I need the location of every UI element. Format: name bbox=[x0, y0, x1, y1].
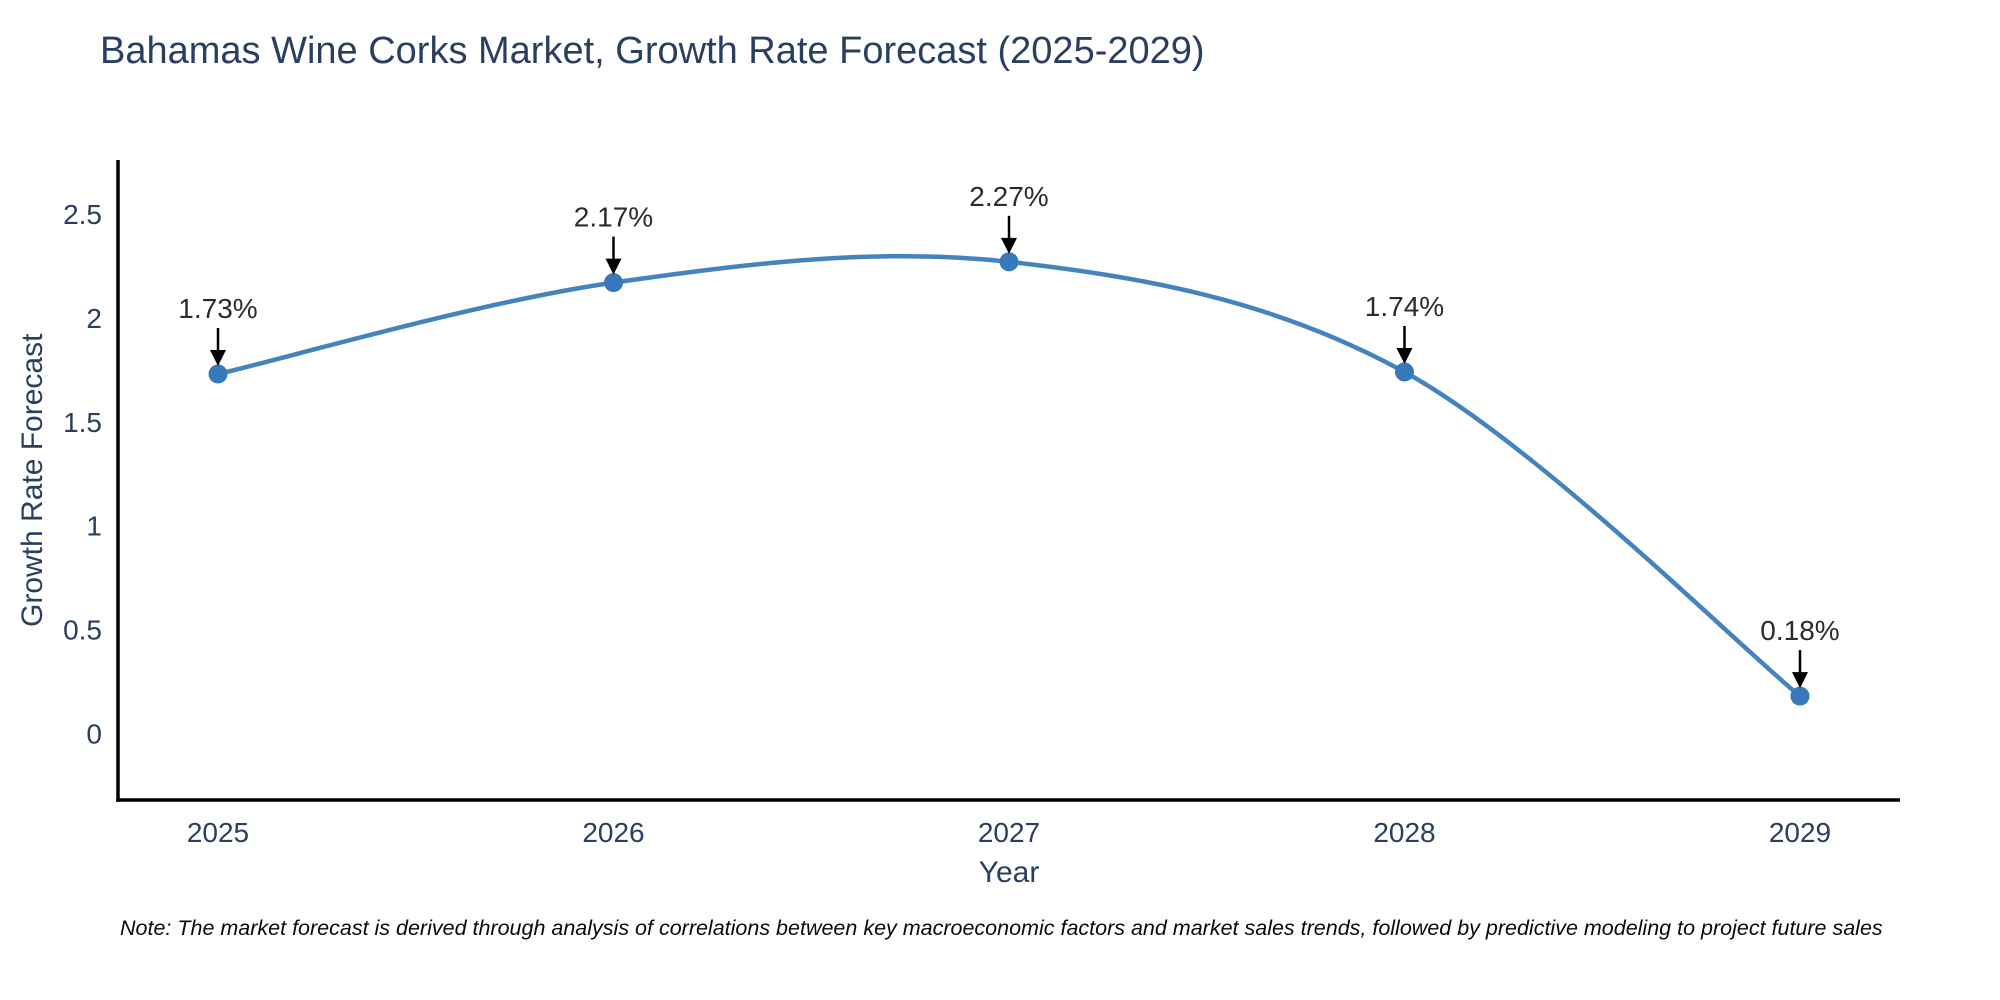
x-tick-label: 2026 bbox=[582, 817, 644, 848]
data-point-label: 2.27% bbox=[969, 181, 1048, 212]
x-tick-label: 2025 bbox=[187, 817, 249, 848]
y-tick-label: 0.5 bbox=[63, 615, 102, 646]
data-point-marker bbox=[999, 252, 1019, 272]
annotation-arrowhead-icon bbox=[1792, 672, 1808, 689]
x-tick-label: 2029 bbox=[1769, 817, 1831, 848]
annotation-arrowhead-icon bbox=[210, 350, 226, 367]
footnote: Note: The market forecast is derived thr… bbox=[120, 916, 1883, 940]
x-axis-title: Year bbox=[978, 856, 1040, 889]
x-tick-label: 2028 bbox=[1373, 817, 1435, 848]
data-point-label: 1.74% bbox=[1365, 291, 1444, 322]
y-tick-label: 1.5 bbox=[63, 407, 102, 438]
data-point-label: 1.73% bbox=[178, 293, 257, 324]
data-point-marker bbox=[1790, 686, 1810, 706]
x-tick-label: 2027 bbox=[978, 817, 1040, 848]
annotation-arrowhead-icon bbox=[605, 258, 622, 275]
data-point-label: 2.17% bbox=[574, 202, 653, 233]
data-point-label: 0.18% bbox=[1760, 615, 1839, 646]
annotation-arrowhead-icon bbox=[1396, 347, 1413, 364]
data-point-marker bbox=[604, 273, 623, 293]
annotation-arrowhead-icon bbox=[1001, 237, 1017, 254]
y-tick-label: 0 bbox=[86, 719, 102, 750]
data-point-marker bbox=[1395, 362, 1414, 382]
y-tick-label: 1 bbox=[86, 511, 102, 542]
chart-title: Bahamas Wine Corks Market, Growth Rate F… bbox=[100, 30, 1205, 72]
y-tick-label: 2.5 bbox=[63, 199, 102, 230]
y-tick-label: 2 bbox=[86, 303, 102, 334]
data-point-marker bbox=[208, 364, 228, 384]
forecast-line bbox=[215, 253, 1803, 699]
